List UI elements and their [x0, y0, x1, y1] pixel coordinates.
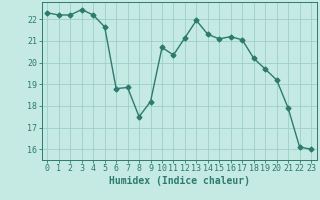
X-axis label: Humidex (Indice chaleur): Humidex (Indice chaleur) [109, 176, 250, 186]
